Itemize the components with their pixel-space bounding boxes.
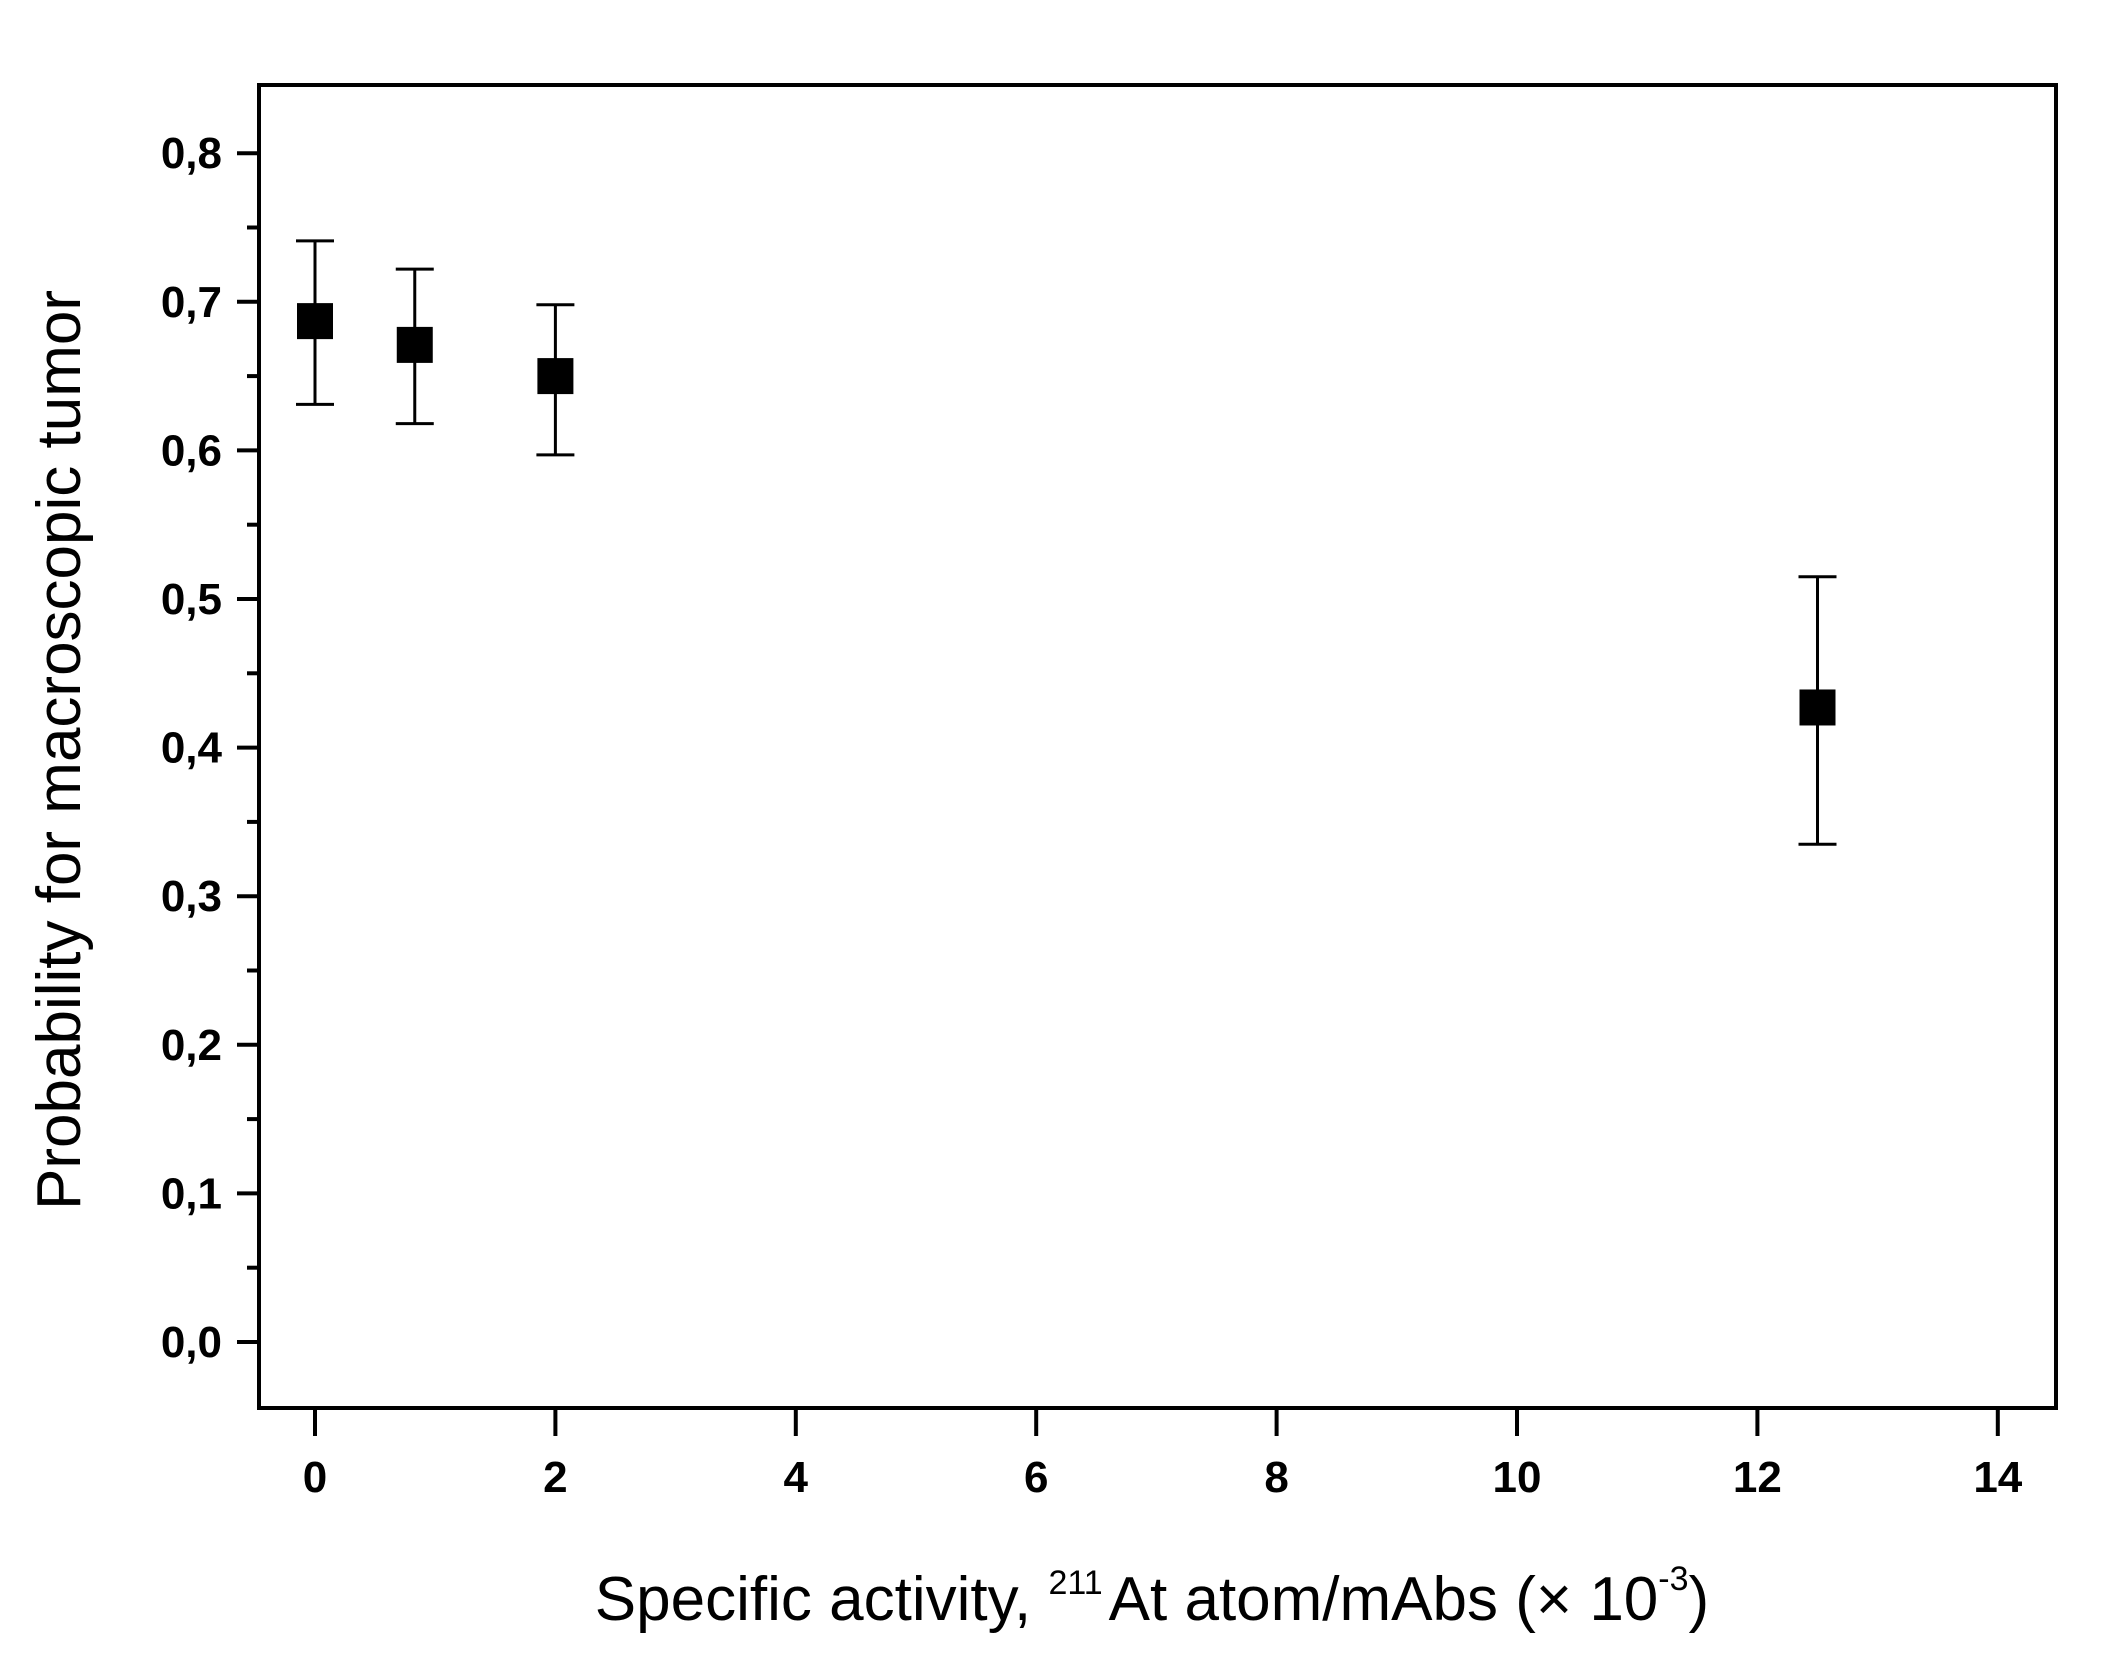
y-axis-title: Probability for macroscopic tumor: [25, 290, 94, 1210]
x-tick-label: 12: [1733, 1453, 1782, 1502]
x-axis-ticks: 0 2 4 6 8 10 12 14: [303, 1408, 2023, 1502]
x-tick-label: 2: [543, 1453, 567, 1502]
x-tick-label: 10: [1493, 1453, 1542, 1502]
y-tick-label: 0,1: [161, 1169, 222, 1218]
x-axis-title-isotope: 211: [1048, 1564, 1102, 1602]
data-points: [296, 239, 1837, 846]
x-axis-title-suffix: ): [1689, 1565, 1710, 1634]
data-point: [296, 239, 334, 406]
x-tick-label: 14: [1973, 1453, 2022, 1502]
x-axis-title-middle: At atom/mAbs (× 10: [1109, 1565, 1659, 1634]
y-tick-label: 0,3: [161, 872, 222, 921]
square-marker: [297, 303, 333, 340]
x-axis-title: Specific activity, 211At atom/mAbs (× 10…: [595, 1560, 1709, 1634]
x-tick-label: 8: [1264, 1453, 1288, 1502]
x-axis-title-exponent: -3: [1658, 1560, 1688, 1598]
x-tick-label: 4: [784, 1453, 809, 1502]
y-tick-label: 0,0: [161, 1318, 222, 1367]
y-tick-label: 0,7: [161, 278, 222, 327]
data-point: [1798, 575, 1837, 846]
y-tick-label: 0,8: [161, 129, 222, 178]
x-axis-title-prefix: Specific activity,: [595, 1565, 1049, 1634]
y-tick-label: 0,5: [161, 575, 222, 624]
x-tick-label: 0: [303, 1453, 327, 1502]
square-marker: [1799, 689, 1836, 726]
data-point: [536, 303, 575, 457]
square-marker: [537, 358, 574, 395]
y-tick-label: 0,6: [161, 426, 222, 475]
x-tick-label: 6: [1024, 1453, 1048, 1502]
data-point: [395, 267, 434, 426]
plot-frame: [257, 83, 2058, 1410]
y-axis-ticks: 0,0 0,1 0,2 0,3 0,4 0,5 0,6 0,7 0,8: [161, 129, 259, 1367]
y-tick-label: 0,4: [161, 724, 223, 773]
square-marker: [396, 326, 433, 363]
y-tick-label: 0,2: [161, 1021, 222, 1070]
